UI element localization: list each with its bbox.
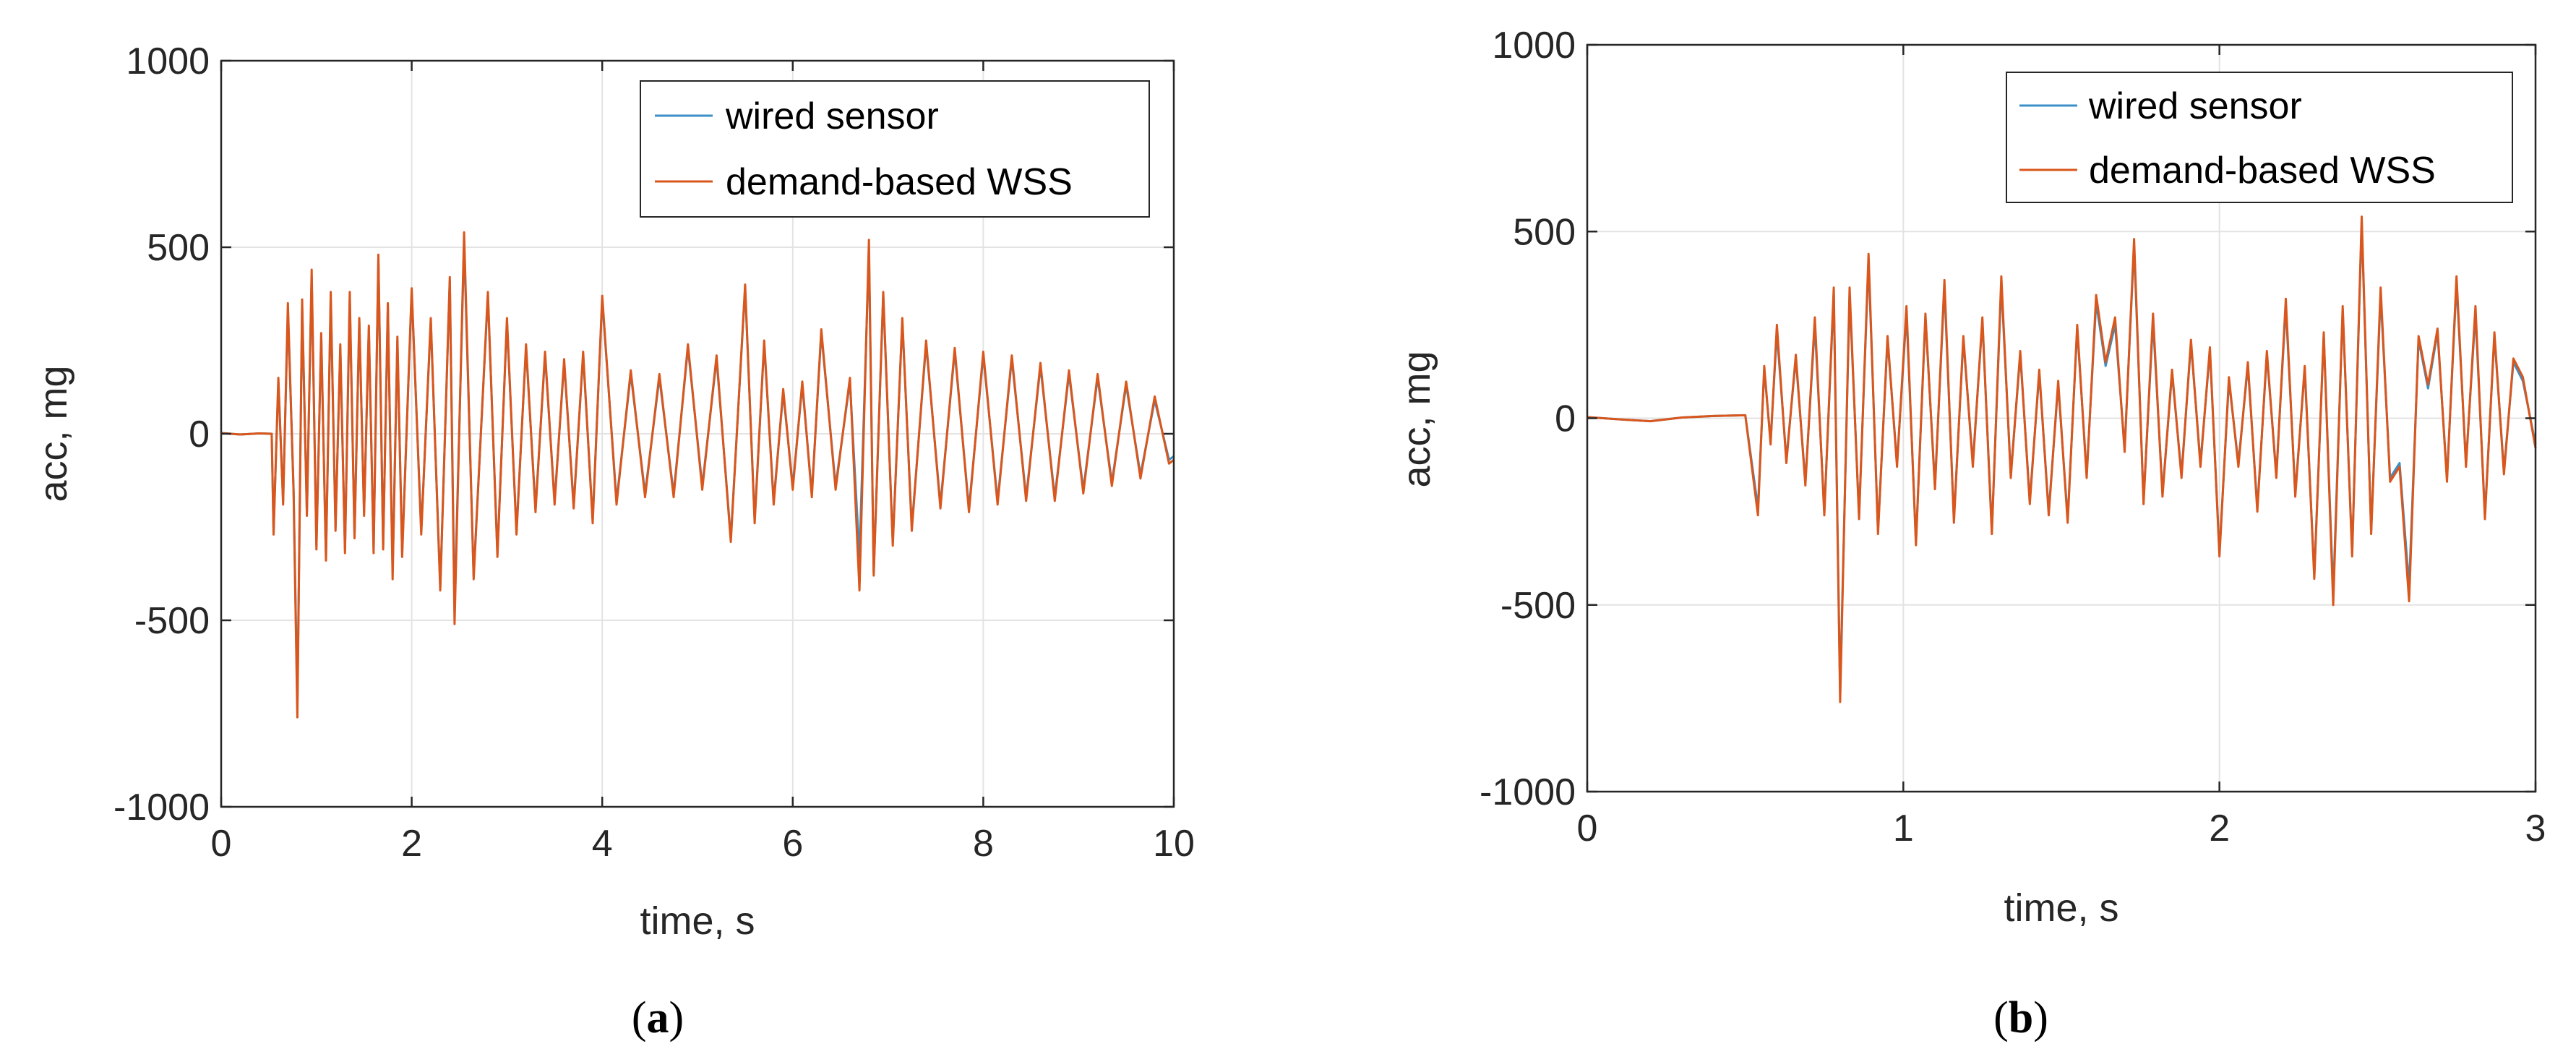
- x-tick-label-b: 0: [1577, 808, 1598, 849]
- x-axis-label-a: time, s: [640, 899, 755, 943]
- legend-label-wss-a: demand-based WSS: [726, 161, 1073, 203]
- y-tick-label-a: 0: [189, 414, 210, 455]
- legend-a: wired sensor demand-based WSS: [640, 80, 1150, 218]
- y-tick-label-b: -1000: [1480, 771, 1576, 813]
- series-lines-b: [1587, 215, 2537, 703]
- y-axis-label-a: acc, mg: [32, 365, 75, 502]
- y-tick-label-a: -500: [134, 600, 210, 642]
- ticks-a: 0 2 4 6 8 10 -1000 -500 0 500 1000: [113, 40, 1195, 865]
- grid-lines-a: [221, 61, 1174, 807]
- legend-label-wired-a: wired sensor: [725, 95, 939, 137]
- y-tick-label-b: 0: [1555, 398, 1576, 440]
- legend-label-wss-b: demand-based WSS: [2089, 150, 2436, 192]
- y-tick-label-a: -1000: [113, 787, 210, 829]
- legend-box-a: [640, 80, 1150, 218]
- x-tick-label-a: 6: [782, 823, 803, 865]
- x-tick-label-a: 2: [401, 823, 422, 865]
- x-tick-label-a: 10: [1153, 823, 1195, 865]
- series-lines-a: [220, 231, 1175, 719]
- y-axis-label-b: acc, mg: [1395, 351, 1438, 487]
- y-tick-label-b: -500: [1500, 585, 1576, 627]
- x-tick-label-a: 4: [592, 823, 613, 865]
- caption-b: (b): [1993, 993, 2048, 1042]
- x-axis-label-b: time, s: [2004, 886, 2118, 930]
- legend-box-b: [2006, 72, 2513, 203]
- ticks-b: 0 1 2 3 -1000 -500 0 500 1000: [1480, 25, 2546, 849]
- caption-a: (a): [632, 993, 684, 1042]
- series-line-demand-based-wss-a: [220, 231, 1175, 719]
- series-line-demand-based-wss-b: [1587, 215, 2537, 703]
- x-tick-label-a: 8: [973, 823, 994, 865]
- x-tick-label-b: 2: [2209, 808, 2230, 849]
- y-tick-label-b: 500: [1513, 211, 1576, 253]
- legend-b: wired sensor demand-based WSS: [2006, 72, 2513, 203]
- y-tick-label-a: 500: [147, 227, 210, 269]
- chart-panel-a: 0 2 4 6 8 10 -1000 -500 0 500 1000 time, s acc, mg…: [32, 40, 1195, 1042]
- legend-label-wired-b: wired sensor: [2088, 85, 2302, 127]
- chart-panel-b: 0 1 2 3 -1000 -500 0 500 1000 time, s acc, mg wi…: [1395, 25, 2546, 1042]
- y-tick-label-b: 1000: [1492, 25, 1576, 67]
- x-tick-label-a: 0: [211, 823, 232, 865]
- y-tick-label-a: 1000: [126, 40, 210, 82]
- x-tick-label-b: 1: [1893, 808, 1914, 849]
- x-tick-label-b: 3: [2525, 808, 2546, 849]
